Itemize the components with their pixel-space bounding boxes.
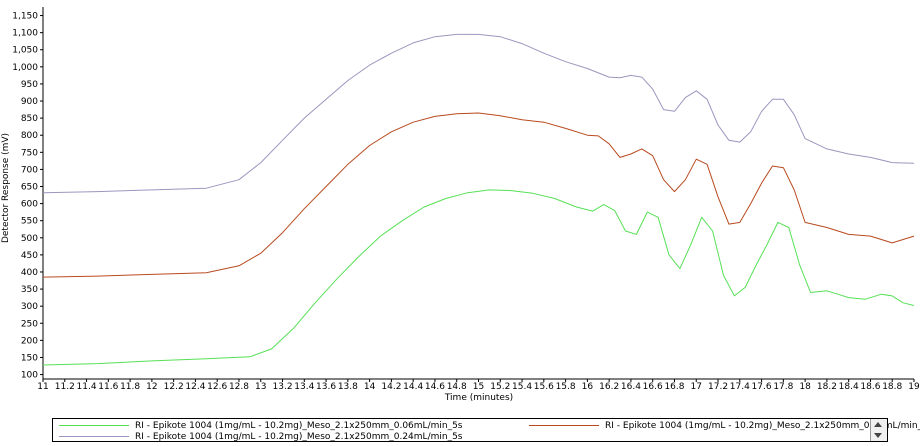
x-tick-label: 16 <box>582 382 594 392</box>
x-tick-label: 12.4 <box>185 382 205 392</box>
legend-swatch-2 <box>59 436 129 437</box>
x-tick-label: 14 <box>364 382 376 392</box>
legend-label-0: RI - Epikote 1004 (1mg/mL - 10.2mg)_Meso… <box>135 420 463 431</box>
y-tick-label: 550 <box>21 217 38 227</box>
x-tick-label: 15.8 <box>556 382 576 392</box>
x-tick-label: 16.4 <box>621 382 641 392</box>
series-line-2 <box>42 33 915 194</box>
x-tick-label: 15.6 <box>534 382 554 392</box>
y-tick-label: 400 <box>21 268 38 278</box>
legend-item-0[interactable]: RI - Epikote 1004 (1mg/mL - 10.2mg)_Meso… <box>59 420 463 431</box>
y-tick-label: 500 <box>21 234 38 244</box>
legend-label-2: RI - Epikote 1004 (1mg/mL - 10.2mg)_Meso… <box>135 431 463 442</box>
x-tick-label: 18.2 <box>817 382 837 392</box>
x-tick-label: 18.6 <box>860 382 880 392</box>
x-tick-label: 11.8 <box>120 382 140 392</box>
x-tick-label: 17.6 <box>752 382 772 392</box>
x-tick-label: 18.8 <box>882 382 902 392</box>
legend-label-1: RI - Epikote 1004 (1mg/mL - 10.2mg)_Meso… <box>605 420 920 431</box>
x-tick-label: 13.8 <box>338 382 358 392</box>
legend-swatch-0 <box>59 425 129 426</box>
series-line-1 <box>42 112 915 278</box>
y-tick-label: 1,150 <box>12 12 38 22</box>
x-tick-label: 11.6 <box>98 382 118 392</box>
chart-legend: RI - Epikote 1004 (1mg/mL - 10.2mg)_Meso… <box>52 418 920 442</box>
y-tick-label: 350 <box>21 285 38 295</box>
x-tick-label: 18.4 <box>839 382 859 392</box>
y-tick-label: 450 <box>21 251 38 261</box>
x-tick-label: 15 <box>473 382 484 392</box>
x-tick-label: 11.4 <box>77 382 97 392</box>
legend-item-2[interactable]: RI - Epikote 1004 (1mg/mL - 10.2mg)_Meso… <box>59 431 463 442</box>
y-axis-title: Detector Response (mV) <box>1 133 11 243</box>
y-tick-label: 750 <box>21 148 38 158</box>
x-tick-label: 14.2 <box>381 382 401 392</box>
x-tick-label: 14.8 <box>447 382 467 392</box>
y-tick-label: 1,000 <box>12 63 38 73</box>
x-tick-label: 18 <box>799 382 811 392</box>
y-tick-label: 100 <box>21 371 38 381</box>
x-tick-label: 12.8 <box>229 382 249 392</box>
x-tick-label: 15.4 <box>512 382 532 392</box>
series-lines <box>42 33 915 366</box>
y-tick-label: 900 <box>21 97 38 107</box>
x-tick-label: 16.2 <box>599 382 619 392</box>
plot-frame <box>42 7 914 380</box>
y-tick-label: 600 <box>21 200 38 210</box>
x-tick-label: 17.4 <box>730 382 750 392</box>
x-tick-label: 15.2 <box>490 382 510 392</box>
x-tick-label: 16.8 <box>664 382 684 392</box>
y-tick-label: 250 <box>21 319 38 329</box>
y-tick-label: 150 <box>21 353 38 363</box>
scroll-up-arrow-icon[interactable] <box>874 422 882 427</box>
x-axis-title: Time (minutes) <box>444 393 513 403</box>
x-tick-label: 17.2 <box>708 382 728 392</box>
x-tick-label: 13.4 <box>294 382 314 392</box>
legend-scrollbar[interactable] <box>870 419 887 441</box>
x-tick-label: 14.4 <box>403 382 423 392</box>
x-tick-label: 11.2 <box>55 382 75 392</box>
y-tick-label: 300 <box>21 302 38 312</box>
y-tick-label: 1,100 <box>12 29 38 39</box>
x-tick-label: 16.6 <box>643 382 663 392</box>
x-tick-label: 12.6 <box>207 382 227 392</box>
x-tick-label: 11 <box>37 382 48 392</box>
x-axis-ticks: 11 11.2 11.4 11.6 11.8 12 12.2 12.4 12.6 12.8 13 13… <box>37 379 920 392</box>
x-tick-label: 12 <box>146 382 157 392</box>
y-tick-label: 950 <box>21 80 38 90</box>
legend-item-1[interactable]: RI - Epikote 1004 (1mg/mL - 10.2mg)_Meso… <box>529 420 920 431</box>
x-tick-label: 13.2 <box>273 382 293 392</box>
y-tick-label: 650 <box>21 183 38 193</box>
legend-swatch-1 <box>529 425 599 426</box>
y-tick-label: 700 <box>21 165 38 175</box>
x-tick-label: 14.6 <box>425 382 445 392</box>
x-tick-label: 13.6 <box>316 382 336 392</box>
x-tick-label: 19 <box>908 382 920 392</box>
y-tick-label: 200 <box>21 336 38 346</box>
x-tick-label: 13 <box>255 382 266 392</box>
x-tick-label: 12.2 <box>164 382 184 392</box>
y-tick-label: 850 <box>21 114 38 124</box>
scroll-down-arrow-icon[interactable] <box>874 433 882 438</box>
x-tick-label: 17.8 <box>773 382 793 392</box>
y-tick-label: 1,050 <box>12 46 38 56</box>
chromatogram-chart: 100 150 200 250 300 350 400 450 500 550 600 650 700 7… <box>1 7 920 403</box>
series-line-0 <box>42 189 915 366</box>
y-axis-ticks: 100 150 200 250 300 350 400 450 500 550 600 650 700 7… <box>12 12 43 381</box>
y-tick-label: 800 <box>21 131 38 141</box>
x-tick-label: 17 <box>691 382 702 392</box>
